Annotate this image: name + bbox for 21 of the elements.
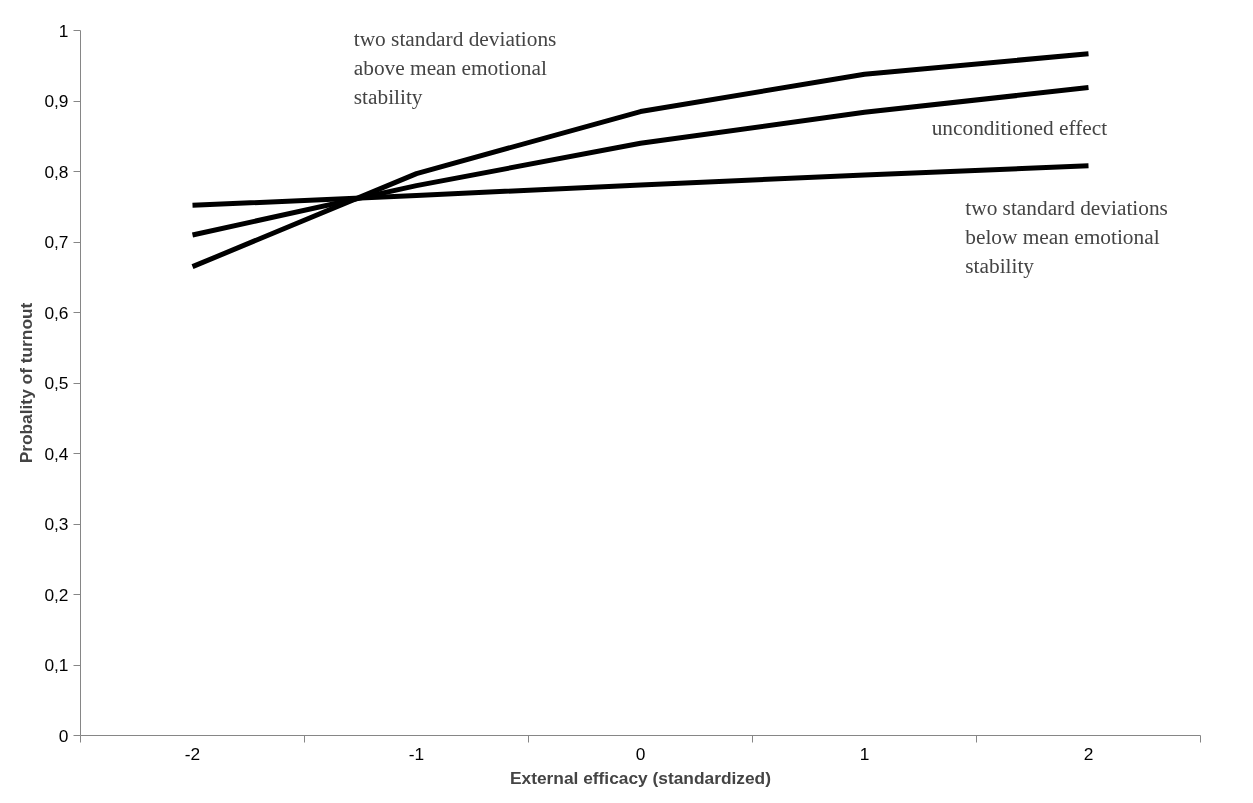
x-tick-label: -2 [184,743,201,764]
y-tick-label: 0,7 [44,232,69,252]
y-tick-label: 0,6 [44,302,69,323]
y-tick-label: 1 [58,20,69,41]
y-tick-label: 0,1 [44,655,69,675]
y-tick-label: 0,5 [44,373,69,393]
x-tick-label: 0 [635,743,646,764]
y-tick-label: 0,2 [44,584,69,605]
y-tick-label: 0,8 [44,161,69,182]
y-tick-label: 0,4 [44,443,69,464]
annotation: two standard deviations above mean emotional stability [353,26,557,109]
x-tick-label: 1 [859,743,870,764]
y-tick-label: 0,9 [44,91,69,111]
x-tick-label: 2 [1083,743,1094,764]
y-tick-label: 0 [58,725,69,746]
annotation: unconditioned effect [931,115,1108,140]
annotation: two standard deviations below mean emotional stability [965,196,1168,278]
y-axis-title: Probality of turnout [16,302,37,464]
x-axis-title: External efficacy (standardized) [510,767,771,788]
y-tick-label: 0,3 [44,514,69,534]
x-tick-label: -1 [408,743,425,764]
